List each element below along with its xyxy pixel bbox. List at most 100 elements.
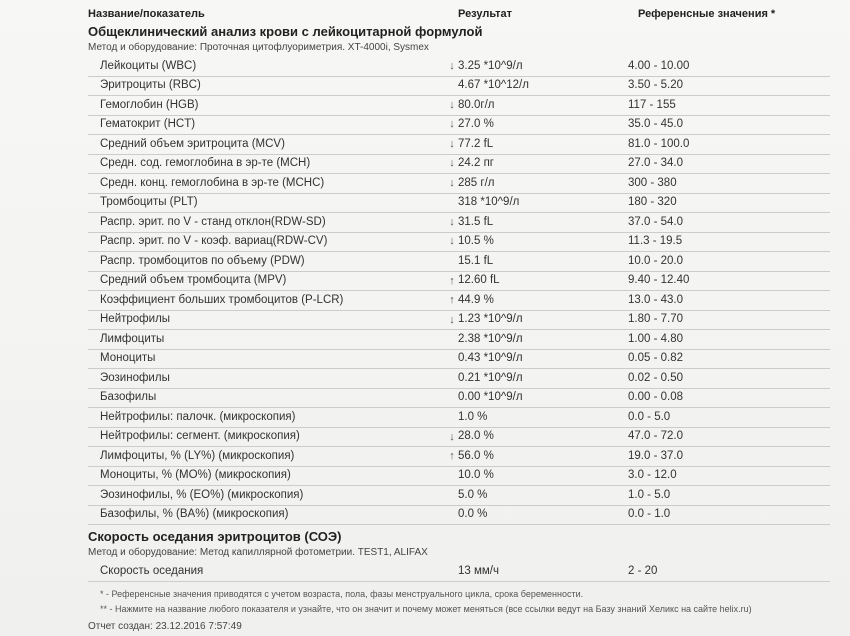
direction-arrow-icon: ↓ [446,215,458,230]
reference-range: 3.50 - 5.20 [628,78,830,94]
parameter-name[interactable]: Лейкоциты (WBC) [88,59,446,75]
table-row: Тромбоциты (PLT) 318 *10^9/л180 - 320 [88,194,830,214]
parameter-name[interactable]: Эозинофилы, % (EO%) (микроскопия) [88,488,446,504]
table-row: Моноциты0.43 *10^9/л0.05 - 0.82 [88,350,830,370]
section2-title: Скорость оседания эритроцитов (СОЭ) [88,529,830,544]
report-label: Отчет создан: [88,621,153,632]
parameter-name[interactable]: Базофилы, % (BA%) (микроскопия) [88,507,446,523]
table-row: Эозинофилы 0.21 *10^9/л0.02 - 0.50 [88,369,830,389]
result-value: 10.0 % [458,468,628,484]
reference-range: 1.80 - 7.70 [628,312,830,328]
parameter-name[interactable]: Средний объем эритроцита (MCV) [88,137,446,153]
table-row: Средн. конц. гемоглобина в эр-те (MCHC)↓… [88,174,830,194]
method-value: Метод капиллярной фотометрии. TEST1, ALI… [200,547,428,558]
direction-arrow-icon: ↓ [446,156,458,171]
parameter-name[interactable]: Нейтрофилы [88,312,446,328]
table-row: Моноциты, % (MO%) (микроскопия) 10.0 %3.0… [88,467,830,487]
result-value: 28.0 % [458,429,628,445]
table-row: Базофилы0.00 *10^9/л0.00 - 0.08 [88,389,830,409]
table-row: Распр. эрит. по V - коэф. вариац(RDW-CV)… [88,233,830,253]
parameter-name[interactable]: Эозинофилы [88,371,446,387]
result-value: 12.60 fL [458,273,628,289]
parameter-name[interactable]: Скорость оседания [88,564,446,580]
report-created: Отчет создан: 23.12.2016 7:57:49 [88,621,830,632]
parameter-name[interactable]: Эритроциты (RBC) [88,78,446,94]
parameter-name[interactable]: Распр. эрит. по V - станд отклон(RDW-SD) [88,215,446,231]
reference-range: 2 - 20 [628,564,830,580]
parameter-name[interactable]: Базофилы [88,390,446,406]
section1-method: Метод и оборудование: Проточная цитофлуо… [88,42,830,53]
table-row: Средний объем эритроцита (MCV)↓77.2 fL81… [88,135,830,155]
reference-range: 300 - 380 [628,176,830,192]
report-value: 23.12.2016 7:57:49 [156,621,242,632]
parameter-name[interactable]: Гематокрит (HCT) [88,117,446,133]
section2-method: Метод и оборудование: Метод капиллярной … [88,547,830,558]
reference-range: 19.0 - 37.0 [628,449,830,465]
method-label: Метод и оборудование: [88,42,197,53]
reference-range: 27.0 - 34.0 [628,156,830,172]
table-row: Базофилы, % (BA%) (микроскопия) 0.0 %0.0 … [88,506,830,526]
table-row: Нейтрофилы: сегмент. (микроскопия)↓28.0 … [88,428,830,448]
table-row: Распр. тромбоцитов по объему (PDW) 15.1 f… [88,252,830,272]
result-value: 2.38 *10^9/л [458,332,628,348]
parameter-name[interactable]: Лимфоциты [88,332,446,348]
footnotes: * - Референсные значения приводятся с уч… [88,588,830,615]
lab-report-page: Название/показатель Результат Референсны… [0,0,850,636]
header-result: Результат [458,8,638,20]
direction-arrow-icon: ↑ [446,274,458,289]
footnote-2: ** - Нажмите на название любого показате… [100,603,830,615]
parameter-name[interactable]: Средний объем тромбоцита (MPV) [88,273,446,289]
result-value: 15.1 fL [458,254,628,270]
reference-range: 0.02 - 0.50 [628,371,830,387]
reference-range: 11.3 - 19.5 [628,234,830,250]
table-row: Гематокрит (HCT)↓27.0 %35.0 - 45.0 [88,116,830,136]
parameter-name[interactable]: Тромбоциты (PLT) [88,195,446,211]
result-value: 77.2 fL [458,137,628,153]
table-row: Лейкоциты (WBC)↓3.25 *10^9/л4.00 - 10.00 [88,57,830,77]
table-row: Эозинофилы, % (EO%) (микроскопия)5.0 %1.… [88,486,830,506]
result-value: 31.5 fL [458,215,628,231]
reference-range: 180 - 320 [628,195,830,211]
direction-arrow-icon: ↑ [446,449,458,464]
table-row: Нейтрофилы↓1.23 *10^9/л1.80 - 7.70 [88,311,830,331]
result-value: 3.25 *10^9/л [458,59,628,75]
reference-range: 0.0 - 5.0 [628,410,830,426]
parameter-name[interactable]: Нейтрофилы: сегмент. (микроскопия) [88,429,446,445]
parameter-name[interactable]: Нейтрофилы: палочк. (микроскопия) [88,410,446,426]
section2-rows: Скорость оседания13 мм/ч2 - 20 [88,562,830,582]
result-value: 285 г/л [458,176,628,192]
parameter-name[interactable]: Коэффициент больших тромбоцитов (P-LCR) [88,293,446,309]
reference-range: 0.0 - 1.0 [628,507,830,523]
table-row: Средний объем тромбоцита (MPV)↑12.60 fL9… [88,272,830,292]
direction-arrow-icon: ↑ [446,293,458,308]
parameter-name[interactable]: Средн. сод. гемоглобина в эр-те (MCH) [88,156,446,172]
parameter-name[interactable]: Лимфоциты, % (LY%) (микроскопия) [88,449,446,465]
result-value: 318 *10^9/л [458,195,628,211]
table-row: Лимфоциты, % (LY%) (микроскопия)↑56.0 %1… [88,447,830,467]
direction-arrow-icon: ↓ [446,313,458,328]
direction-arrow-icon: ↓ [446,137,458,152]
table-row: Скорость оседания13 мм/ч2 - 20 [88,562,830,582]
parameter-name[interactable]: Распр. тромбоцитов по объему (PDW) [88,254,446,270]
header-name: Название/показатель [88,8,458,20]
parameter-name[interactable]: Моноциты [88,351,446,367]
result-value: 1.0 % [458,410,628,426]
table-header: Название/показатель Результат Референсны… [88,8,830,20]
direction-arrow-icon: ↓ [446,98,458,113]
reference-range: 3.0 - 12.0 [628,468,830,484]
parameter-name[interactable]: Моноциты, % (MO%) (микроскопия) [88,468,446,484]
parameter-name[interactable]: Средн. конц. гемоглобина в эр-те (MCHC) [88,176,446,192]
reference-range: 10.0 - 20.0 [628,254,830,270]
reference-range: 37.0 - 54.0 [628,215,830,231]
direction-arrow-icon: ↓ [446,59,458,74]
section1-rows: Лейкоциты (WBC)↓3.25 *10^9/л4.00 - 10.00… [88,57,830,525]
result-value: 0.00 *10^9/л [458,390,628,406]
direction-arrow-icon: ↓ [446,117,458,132]
result-value: 0.0 % [458,507,628,523]
result-value: 56.0 % [458,449,628,465]
result-value: 0.43 *10^9/л [458,351,628,367]
parameter-name[interactable]: Гемоглобин (HGB) [88,98,446,114]
direction-arrow-icon: ↓ [446,176,458,191]
parameter-name[interactable]: Распр. эрит. по V - коэф. вариац(RDW-CV) [88,234,446,250]
result-value: 0.21 *10^9/л [458,371,628,387]
